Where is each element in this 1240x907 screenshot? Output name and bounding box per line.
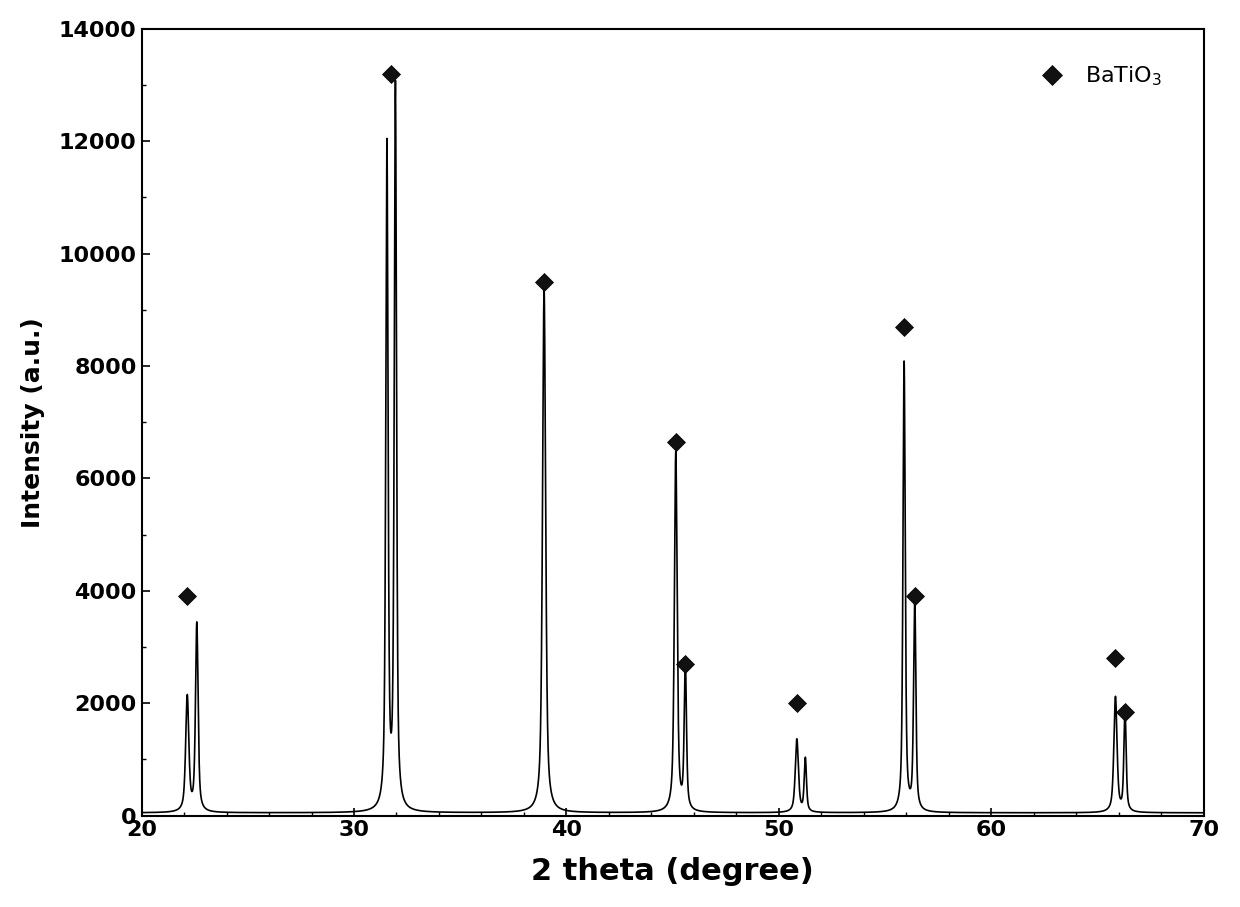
X-axis label: 2 theta (degree): 2 theta (degree) [531,857,813,886]
Legend: BaTiO$_3$: BaTiO$_3$ [1021,55,1172,97]
Y-axis label: Intensity (a.u.): Intensity (a.u.) [21,317,45,528]
